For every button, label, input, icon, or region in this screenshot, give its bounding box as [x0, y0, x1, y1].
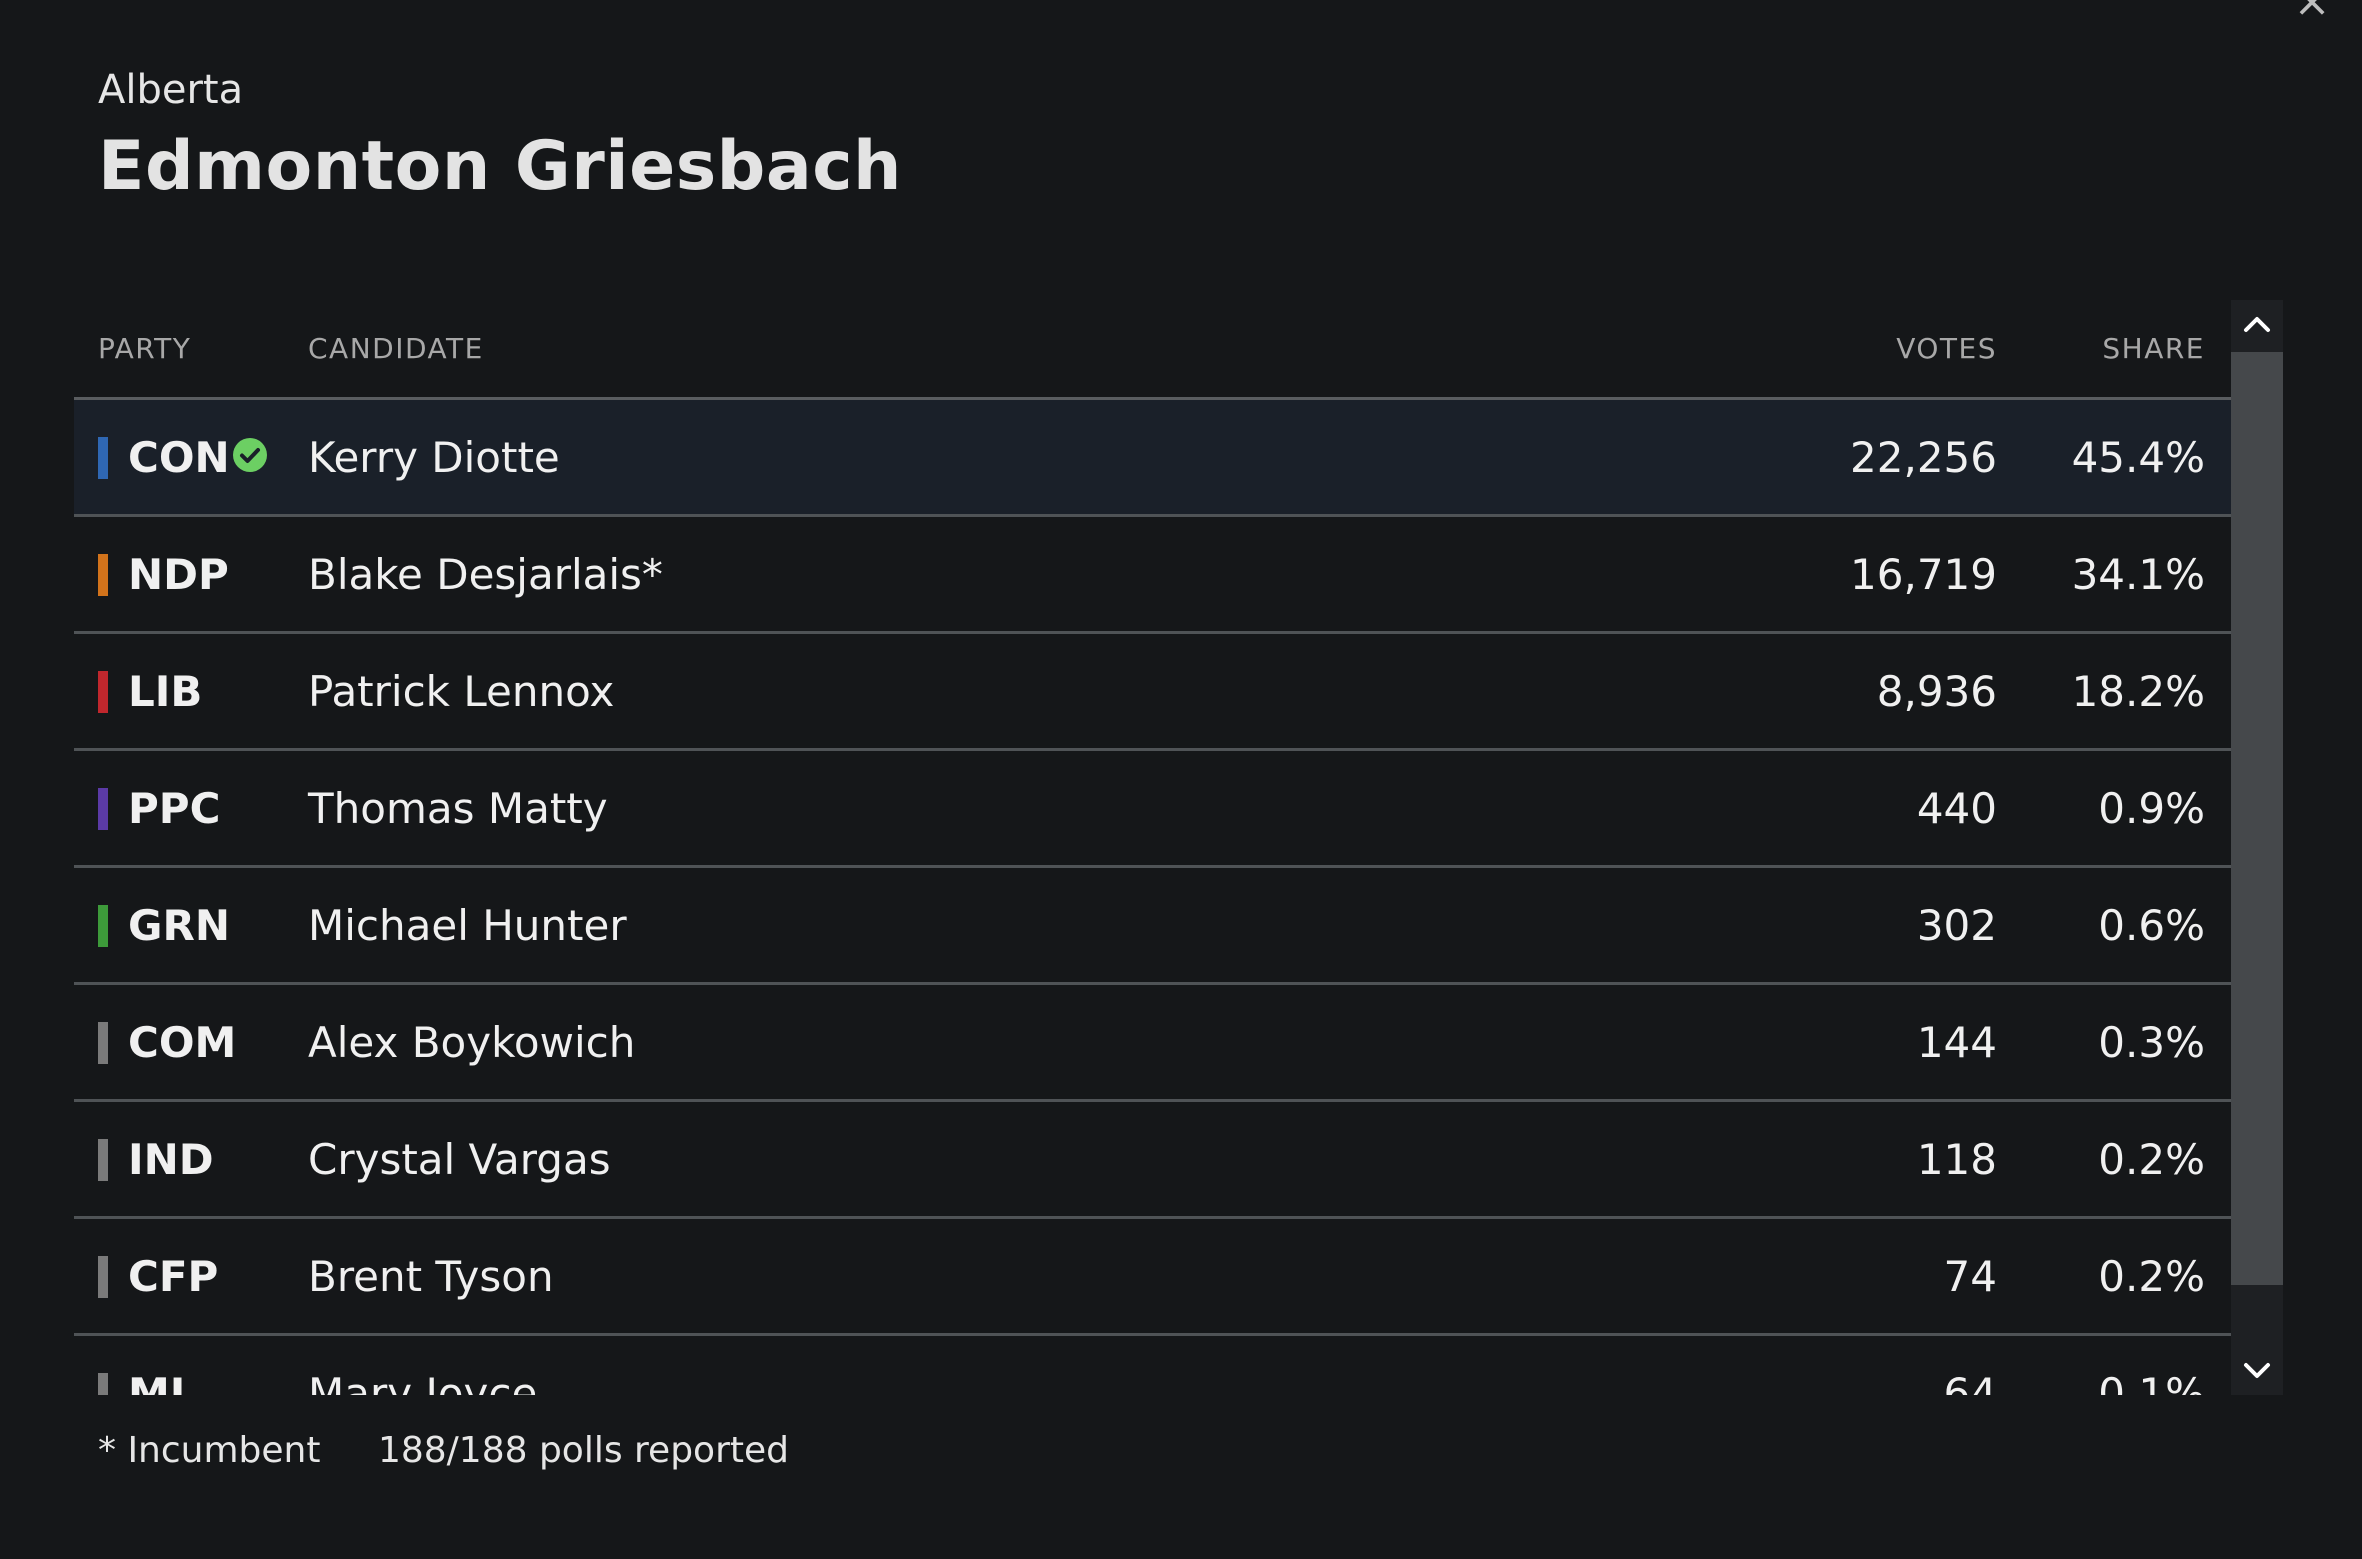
- scrollbar-thumb[interactable]: [2231, 352, 2283, 1285]
- party-code: NDP: [128, 550, 229, 599]
- vote-count: 74: [1943, 1252, 1997, 1301]
- vote-share: 18.2%: [2071, 667, 2205, 716]
- winner-check-icon: [233, 438, 267, 472]
- vote-share: 0.6%: [2098, 901, 2205, 950]
- vote-share: 0.2%: [2098, 1135, 2205, 1184]
- candidate-name: Patrick Lennox: [308, 667, 615, 716]
- candidate-name: Alex Boykowich: [308, 1018, 636, 1067]
- table-row: PPC Thomas Matty 440 0.9%: [74, 751, 2231, 868]
- party-color-bar: [98, 905, 108, 947]
- candidate-name: Thomas Matty: [308, 784, 608, 833]
- column-header-party: PARTY: [98, 332, 192, 365]
- party-code: ML: [128, 1369, 197, 1395]
- vote-share: 0.1%: [2098, 1369, 2205, 1395]
- candidate-name: Kerry Diotte: [308, 433, 560, 482]
- table-body: CON Kerry Diotte 22,256 45.4% NDP Blake Desja…: [74, 400, 2231, 1395]
- chevron-down-icon: [2244, 1363, 2270, 1378]
- vote-count: 22,256: [1850, 433, 1997, 482]
- party-code: COM: [128, 1018, 237, 1067]
- polls-reported: 188/188 polls reported: [377, 1430, 789, 1471]
- province-label: Alberta: [98, 67, 244, 113]
- vote-count: 302: [1916, 901, 1997, 950]
- column-header-candidate: CANDIDATE: [308, 332, 484, 365]
- candidate-name: Mary Joyce: [308, 1369, 538, 1395]
- chevron-up-icon: [2244, 317, 2270, 332]
- vote-share: 34.1%: [2071, 550, 2205, 599]
- party-color-bar: [98, 1022, 108, 1064]
- scroll-up-button[interactable]: [2231, 300, 2283, 352]
- close-button[interactable]: ×: [2292, 0, 2332, 24]
- table-scrollbar[interactable]: [2231, 300, 2283, 1395]
- party-code: GRN: [128, 901, 230, 950]
- table-row: COM Alex Boykowich 144 0.3%: [74, 985, 2231, 1102]
- riding-title: Edmonton Griesbach: [98, 127, 902, 206]
- vote-share: 0.9%: [2098, 784, 2205, 833]
- party-color-bar: [98, 554, 108, 596]
- table-row: CON Kerry Diotte 22,256 45.4%: [74, 400, 2231, 517]
- table-row: NDP Blake Desjarlais* 16,719 34.1%: [74, 517, 2231, 634]
- party-code: IND: [128, 1135, 214, 1184]
- vote-share: 45.4%: [2071, 433, 2205, 482]
- table-row: CFP Brent Tyson 74 0.2%: [74, 1219, 2231, 1336]
- table-row: GRN Michael Hunter 302 0.6%: [74, 868, 2231, 985]
- column-header-votes: VOTES: [1896, 332, 1997, 365]
- vote-share: 0.2%: [2098, 1252, 2205, 1301]
- party-color-bar: [98, 1139, 108, 1181]
- column-header-share: SHARE: [2102, 332, 2205, 365]
- candidate-name: Brent Tyson: [308, 1252, 554, 1301]
- riding-header: Alberta Edmonton Griesbach: [98, 60, 902, 210]
- close-icon: ×: [2293, 0, 2331, 27]
- candidate-name: Michael Hunter: [308, 901, 627, 950]
- scroll-down-button[interactable]: [2231, 1343, 2283, 1395]
- vote-count: 440: [1916, 784, 1997, 833]
- party-code: CON: [128, 433, 230, 482]
- party-code: CFP: [128, 1252, 219, 1301]
- vote-count: 16,719: [1850, 550, 1997, 599]
- results-footer: * Incumbent 188/188 polls reported: [98, 1430, 789, 1471]
- incumbent-note: * Incumbent: [98, 1430, 321, 1471]
- party-color-bar: [98, 1256, 108, 1298]
- candidate-name: Blake Desjarlais*: [308, 550, 663, 599]
- party-color-bar: [98, 788, 108, 830]
- vote-count: 144: [1916, 1018, 1997, 1067]
- party-color-bar: [98, 437, 108, 479]
- vote-count: 8,936: [1876, 667, 1997, 716]
- vote-count: 118: [1916, 1135, 1997, 1184]
- table-row: ML Mary Joyce 64 0.1%: [74, 1336, 2231, 1395]
- table-row: LIB Patrick Lennox 8,936 18.2%: [74, 634, 2231, 751]
- table-row: IND Crystal Vargas 118 0.2%: [74, 1102, 2231, 1219]
- party-color-bar: [98, 1373, 108, 1395]
- vote-share: 0.3%: [2098, 1018, 2205, 1067]
- party-code: LIB: [128, 667, 203, 716]
- party-color-bar: [98, 671, 108, 713]
- table-header: PARTY CANDIDATE VOTES SHARE: [74, 300, 2231, 400]
- party-code: PPC: [128, 784, 221, 833]
- vote-count: 64: [1943, 1369, 1997, 1395]
- candidate-name: Crystal Vargas: [308, 1135, 611, 1184]
- results-table: PARTY CANDIDATE VOTES SHARE CON Kerry Dio…: [74, 300, 2231, 1395]
